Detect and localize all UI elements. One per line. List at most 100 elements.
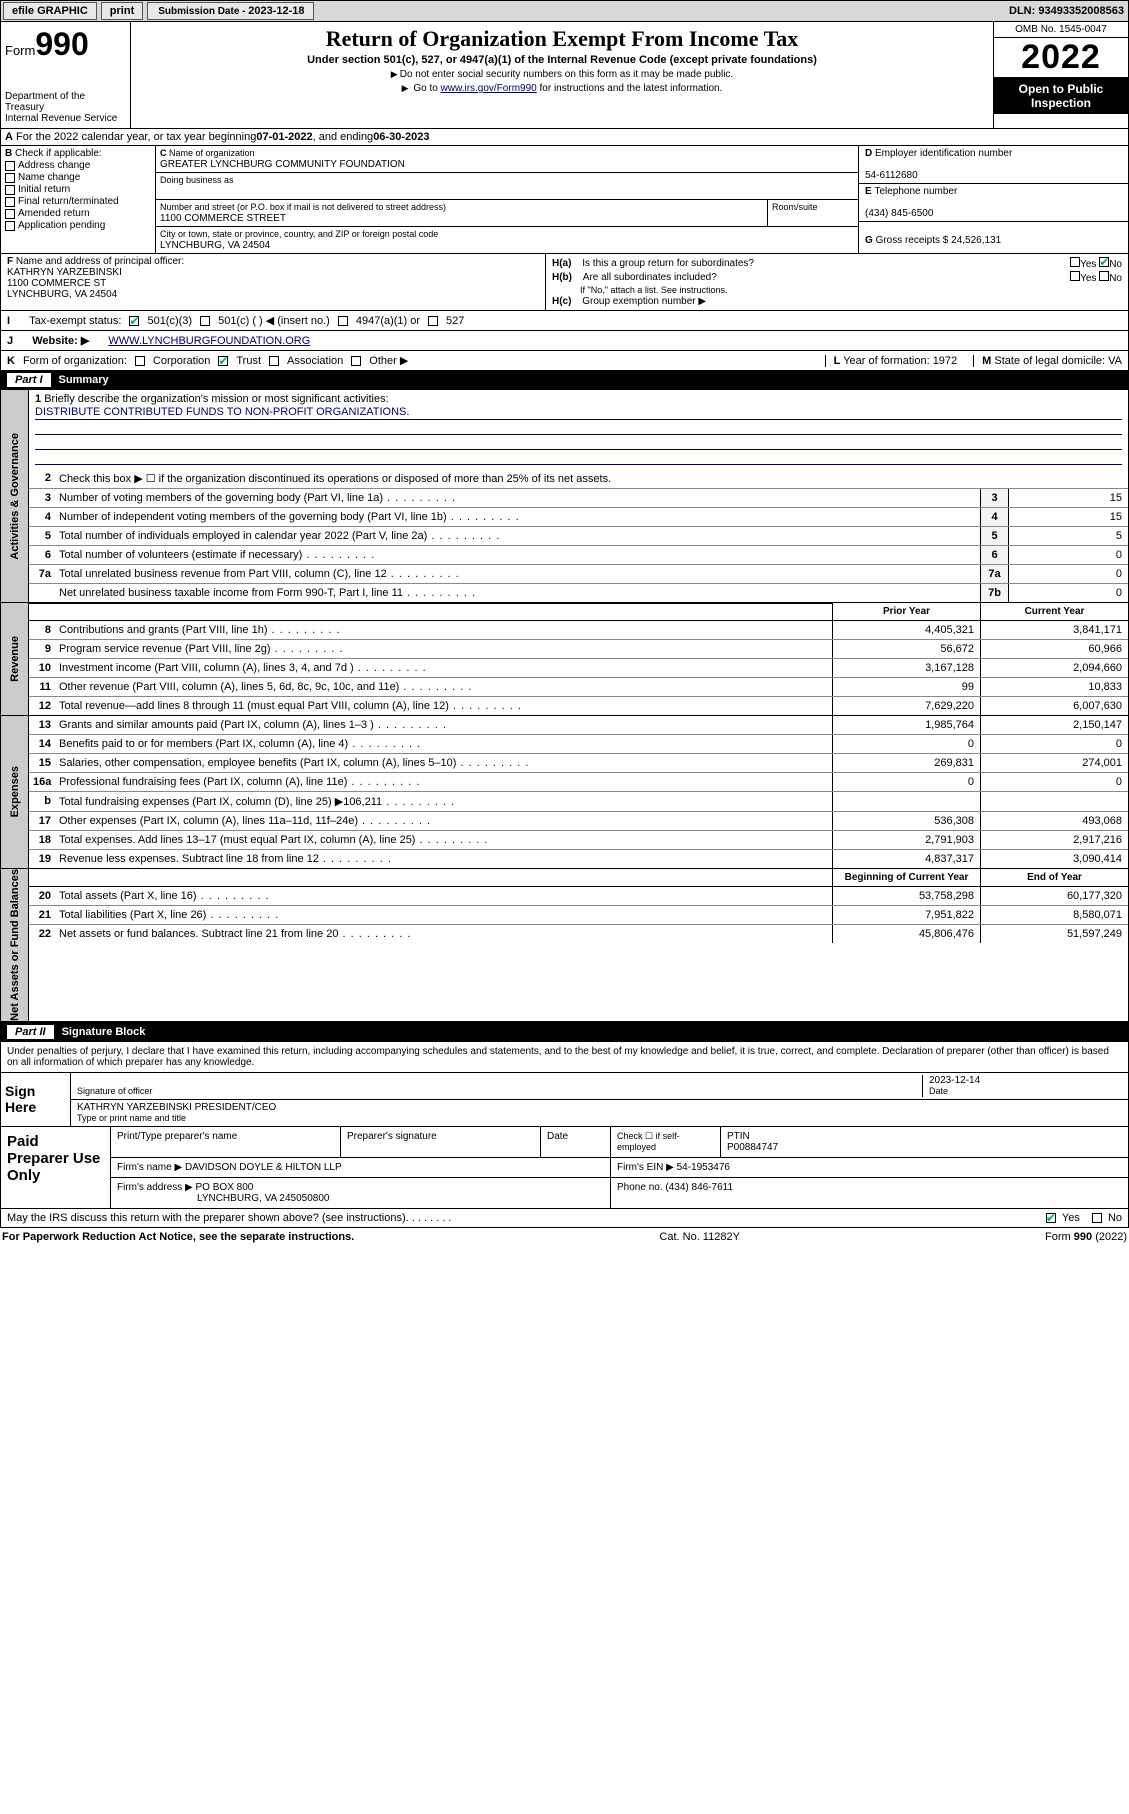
org-street: 1100 COMMERCE STREET [160, 213, 286, 224]
tax-exempt-status-row: I Tax-exempt status: 501(c)(3) 501(c) ( … [0, 311, 1129, 331]
checkbox-corporation[interactable] [135, 356, 145, 366]
officer-name: KATHRYN YARZEBINSKI [7, 267, 122, 278]
checkbox-initial-return[interactable] [5, 185, 15, 195]
discuss-no-checkbox[interactable] [1092, 1213, 1102, 1223]
checkbox-name-change[interactable] [5, 173, 15, 183]
ssn-note: Do not enter social security numbers on … [137, 69, 987, 80]
irs-label: Internal Revenue Service [5, 113, 126, 124]
summary-line: 11Other revenue (Part VIII, column (A), … [29, 678, 1128, 697]
form-subtitle: Under section 501(c), 527, or 4947(a)(1)… [137, 54, 987, 66]
perjury-statement: Under penalties of perjury, I declare th… [0, 1042, 1129, 1073]
checkbox-application-pending[interactable] [5, 221, 15, 231]
form-of-org-row: K Form of organization: Corporation Trus… [0, 351, 1129, 371]
paid-preparer-block: Paid Preparer Use Only Print/Type prepar… [0, 1127, 1129, 1209]
section-c-org-info: C Name of organization GREATER LYNCHBURG… [156, 146, 858, 253]
ptin-value: P00884747 [727, 1142, 778, 1153]
submission-date-value: 2023-12-18 [248, 5, 304, 17]
checkbox-association[interactable] [269, 356, 279, 366]
summary-line: bTotal fundraising expenses (Part IX, co… [29, 792, 1128, 812]
summary-line: 18Total expenses. Add lines 13–17 (must … [29, 831, 1128, 850]
public-inspection-badge: Open to Public Inspection [994, 78, 1128, 114]
dln-label: DLN: 93493352008563 [1009, 5, 1124, 17]
mission-text: DISTRIBUTE CONTRIBUTED FUNDS TO NON-PROF… [35, 406, 1122, 420]
hb-yes-checkbox[interactable] [1070, 271, 1080, 281]
ein-value: 54-6112680 [865, 170, 918, 181]
sign-here-block: Sign Here Signature of officer 2023-12-1… [0, 1073, 1129, 1127]
discuss-yes-checkbox[interactable] [1046, 1213, 1056, 1223]
summary-line: 6Total number of volunteers (estimate if… [29, 546, 1128, 565]
summary-line: 15Salaries, other compensation, employee… [29, 754, 1128, 773]
hc-label: Group exemption number ▶ [582, 296, 706, 307]
submission-date-box: Submission Date - 2023-12-18 [147, 2, 313, 20]
end-year-header: End of Year [980, 869, 1128, 886]
tax-year: 2022 [994, 38, 1128, 78]
summary-line: 21Total liabilities (Part X, line 26)7,9… [29, 906, 1128, 925]
gross-receipts-value: 24,526,131 [951, 235, 1001, 246]
checkbox-address-change[interactable] [5, 161, 15, 171]
firm-name: DAVIDSON DOYLE & HILTON LLP [185, 1162, 342, 1173]
checkbox-501c[interactable] [200, 316, 210, 326]
summary-line: 8Contributions and grants (Part VIII, li… [29, 621, 1128, 640]
line-a-tax-period: A For the 2022 calendar year, or tax yea… [0, 129, 1129, 146]
revenue-section: Revenue Prior Year Current Year 8Contrib… [0, 603, 1129, 716]
ha-no-checkbox[interactable] [1099, 257, 1109, 267]
summary-line: 13Grants and similar amounts paid (Part … [29, 716, 1128, 735]
sidetab-governance: Activities & Governance [9, 433, 21, 560]
current-year-header: Current Year [980, 603, 1128, 620]
signature-date: 2023-12-14 [929, 1075, 980, 1086]
website-link[interactable]: WWW.LYNCHBURGFOUNDATION.ORG [108, 335, 310, 347]
instructions-note: Go to www.irs.gov/Form990 for instructio… [137, 83, 987, 94]
summary-line: Net unrelated business taxable income fr… [29, 584, 1128, 602]
instructions-link[interactable]: www.irs.gov/Form990 [441, 83, 537, 94]
firm-address: PO BOX 800 [196, 1182, 254, 1193]
checkbox-4947[interactable] [338, 316, 348, 326]
summary-line: 19Revenue less expenses. Subtract line 1… [29, 850, 1128, 868]
sidetab-revenue: Revenue [9, 636, 21, 682]
hb-no-checkbox[interactable] [1099, 271, 1109, 281]
sidetab-net-assets: Net Assets or Fund Balances [9, 869, 21, 1021]
checkbox-final-return[interactable] [5, 197, 15, 207]
omb-number: OMB No. 1545-0047 [994, 22, 1128, 38]
summary-line: 22Net assets or fund balances. Subtract … [29, 925, 1128, 943]
part-ii-header: Part II Signature Block [0, 1023, 1129, 1042]
net-assets-section: Net Assets or Fund Balances Beginning of… [0, 869, 1129, 1023]
ha-yes-checkbox[interactable] [1070, 257, 1080, 267]
summary-line: 16aProfessional fundraising fees (Part I… [29, 773, 1128, 792]
phone-value: (434) 845-6500 [865, 208, 933, 219]
sidetab-expenses: Expenses [9, 766, 21, 817]
dept-label: Department of the Treasury [5, 91, 126, 113]
summary-line: 20Total assets (Part X, line 16)53,758,2… [29, 887, 1128, 906]
summary-line: 7aTotal unrelated business revenue from … [29, 565, 1128, 584]
prior-year-header: Prior Year [832, 603, 980, 620]
expenses-section: Expenses 13Grants and similar amounts pa… [0, 716, 1129, 869]
checkbox-amended-return[interactable] [5, 209, 15, 219]
efile-graphic-button[interactable]: efile GRAPHIC [3, 2, 97, 20]
beginning-year-header: Beginning of Current Year [832, 869, 980, 886]
checkbox-501c3[interactable] [129, 316, 139, 326]
org-name: GREATER LYNCHBURG COMMUNITY FOUNDATION [160, 159, 405, 170]
summary-line: 9Program service revenue (Part VIII, lin… [29, 640, 1128, 659]
summary-line: 12Total revenue—add lines 8 through 11 (… [29, 697, 1128, 715]
website-row: J Website: ▶ WWW.LYNCHBURGFOUNDATION.ORG [0, 331, 1129, 351]
state-domicile: VA [1108, 355, 1122, 367]
catalog-number: Cat. No. 11282Y [354, 1231, 1045, 1243]
dba-label: Doing business as [160, 175, 234, 185]
firm-ein: 54-1953476 [677, 1162, 730, 1173]
form-title: Return of Organization Exempt From Incom… [137, 26, 987, 52]
paperwork-notice: For Paperwork Reduction Act Notice, see … [2, 1231, 354, 1243]
signature-officer-label: Signature of officer [77, 1086, 152, 1096]
summary-line: 10Investment income (Part VIII, column (… [29, 659, 1128, 678]
line-2-discontinued: Check this box ▶ ☐ if the organization d… [55, 469, 1128, 488]
checkbox-other[interactable] [351, 356, 361, 366]
checkbox-trust[interactable] [218, 356, 228, 366]
section-d-e-g: D Employer identification number 54-6112… [858, 146, 1128, 253]
summary-line: 17Other expenses (Part IX, column (A), l… [29, 812, 1128, 831]
checkbox-527[interactable] [428, 316, 438, 326]
form-header: Form990 Department of the Treasury Inter… [0, 22, 1129, 129]
print-button[interactable]: print [101, 2, 143, 20]
officer-and-h-block: F Name and address of principal officer:… [0, 254, 1129, 311]
form-footer-label: Form 990 (2022) [1045, 1231, 1127, 1243]
page-footer: For Paperwork Reduction Act Notice, see … [0, 1228, 1129, 1246]
officer-printed-name: KATHRYN YARZEBINSKI PRESIDENT/CEO [77, 1102, 276, 1113]
section-b-checkboxes: B Check if applicable: Address change Na… [1, 146, 156, 253]
